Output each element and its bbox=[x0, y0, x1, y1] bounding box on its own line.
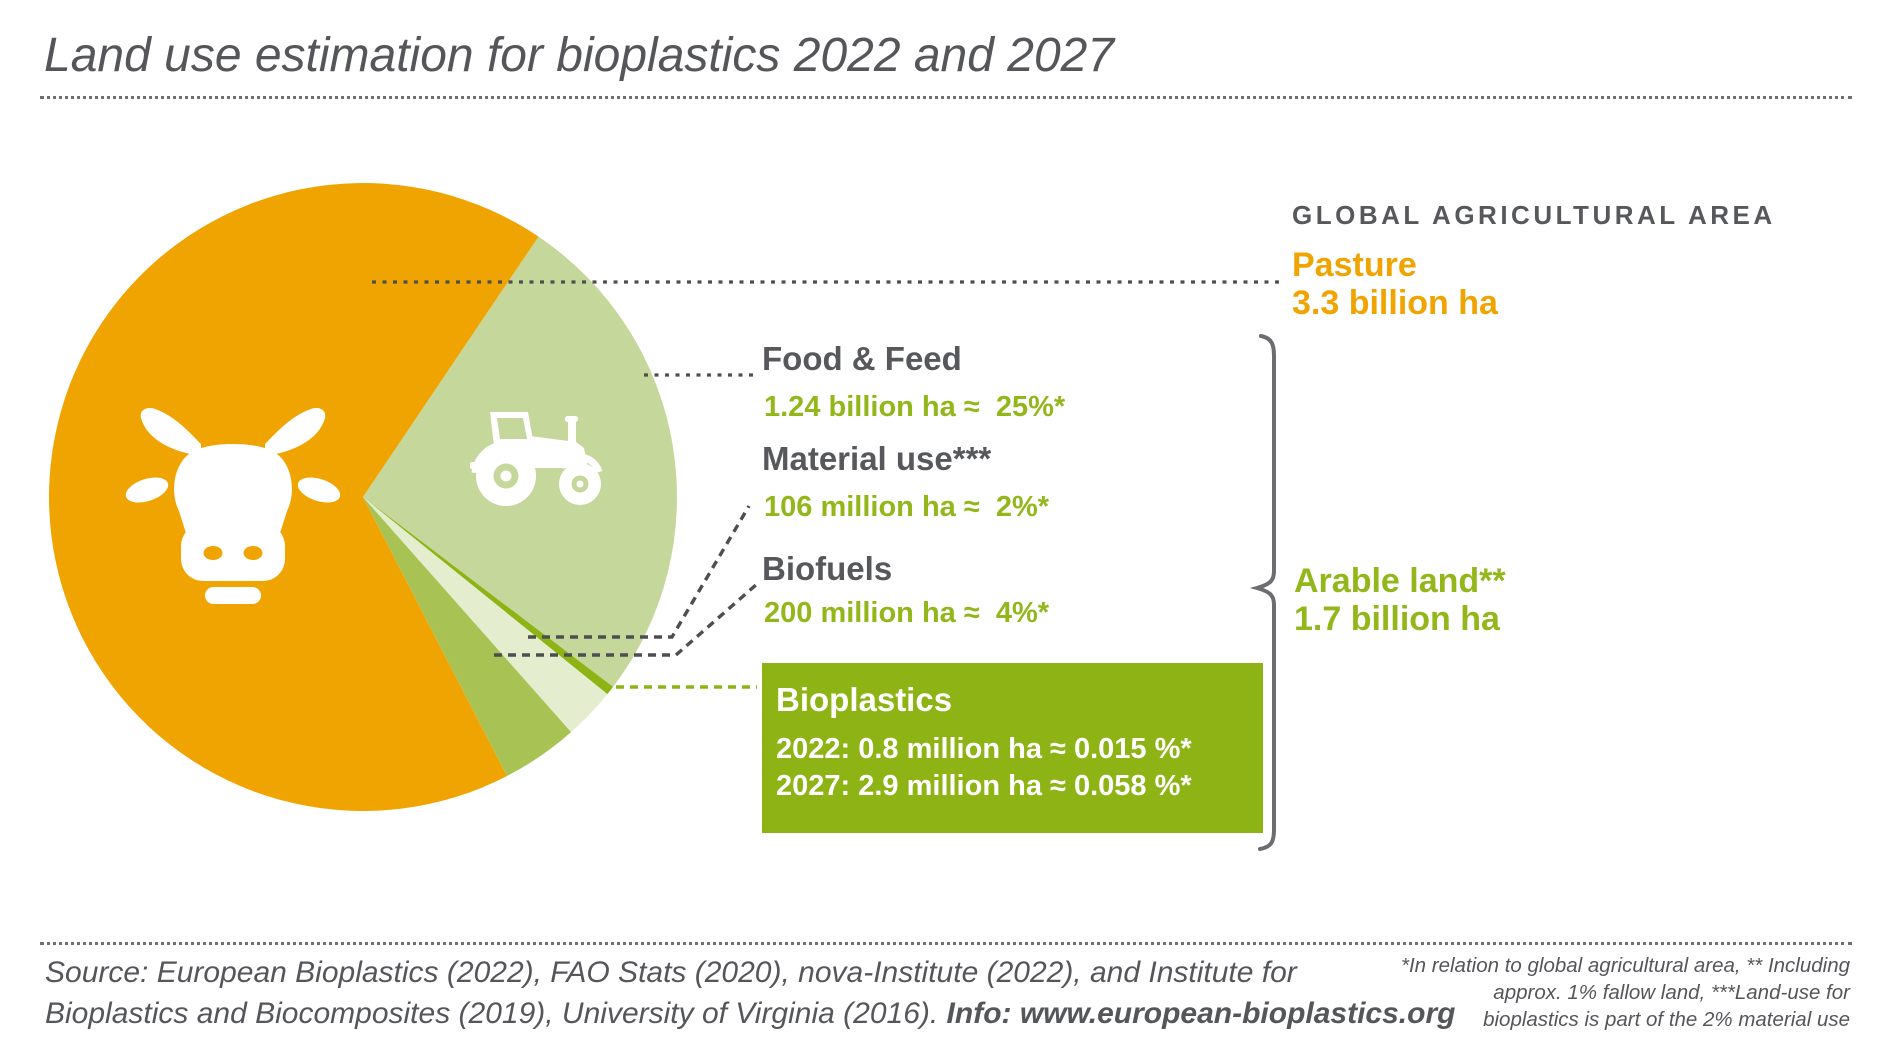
footnote-line-3: bioplastics is part of the 2% material u… bbox=[1483, 1008, 1850, 1031]
biofuels-label: Biofuels bbox=[762, 550, 893, 587]
arable-land-brace bbox=[1249, 334, 1276, 851]
source-info-link[interactable]: Info: www.european-bioplastics.org bbox=[946, 997, 1456, 1030]
material-use-label: Material use*** bbox=[762, 440, 992, 477]
food-feed-label: Food & Feed bbox=[762, 340, 962, 377]
source-line-1: Source: European Bioplastics (2022), FAO… bbox=[45, 956, 1297, 989]
footer-divider-dotted-rule bbox=[40, 942, 1852, 945]
bioplastics-label: Bioplastics bbox=[776, 681, 953, 718]
pasture-label: Pasture bbox=[1292, 246, 1417, 284]
bioplastics-box: Bioplastics 2022: 0.8 million ha ≈ 0.015… bbox=[762, 663, 1263, 833]
bioplastics-2022-value: 2022: 0.8 million ha ≈ 0.015 %* bbox=[776, 733, 1192, 765]
footnote-line-1: *In relation to global agricultural area… bbox=[1401, 954, 1850, 977]
page-title: Land use estimation for bioplastics 2022… bbox=[44, 29, 1115, 82]
tractor-icon bbox=[470, 412, 603, 506]
footnotes: *In relation to global agricultural area… bbox=[1370, 952, 1850, 1033]
pasture-value: 3.3 billion ha bbox=[1292, 284, 1498, 322]
source-line-2-text: Bioplastics and Biocomposites (2019), Un… bbox=[45, 997, 947, 1030]
cow-icon bbox=[125, 408, 341, 604]
material-use-value: 106 million ha ≈ 2%* bbox=[764, 491, 1050, 523]
material-leader bbox=[528, 505, 751, 639]
bioplastics-2027-value: 2027: 2.9 million ha ≈ 0.058 %* bbox=[776, 770, 1192, 802]
footnote-line-2: approx. 1% fallow land, ***Land-use for bbox=[1493, 981, 1850, 1004]
biofuels-leader bbox=[494, 582, 759, 657]
pie-slice-fallow-unlabeled bbox=[363, 497, 608, 733]
title-divider-dotted-rule bbox=[40, 96, 1852, 99]
biofuels-value: 200 million ha ≈ 4%* bbox=[764, 597, 1050, 629]
food-feed-value: 1.24 billion ha ≈ 25%* bbox=[764, 391, 1066, 423]
source-line-2: Bioplastics and Biocomposites (2019), Un… bbox=[45, 997, 1455, 1031]
global-agricultural-area-header: GLOBAL AGRICULTURAL AREA bbox=[1292, 200, 1776, 230]
leader-lines bbox=[372, 280, 1281, 689]
arable-land-value: 1.7 billion ha bbox=[1294, 600, 1500, 638]
arable-land-label: Arable land** bbox=[1294, 562, 1506, 600]
pie-slice-bioplastics bbox=[363, 497, 614, 695]
pie-slice-biofuels bbox=[363, 497, 572, 777]
pie-slice-pasture bbox=[48, 183, 539, 811]
